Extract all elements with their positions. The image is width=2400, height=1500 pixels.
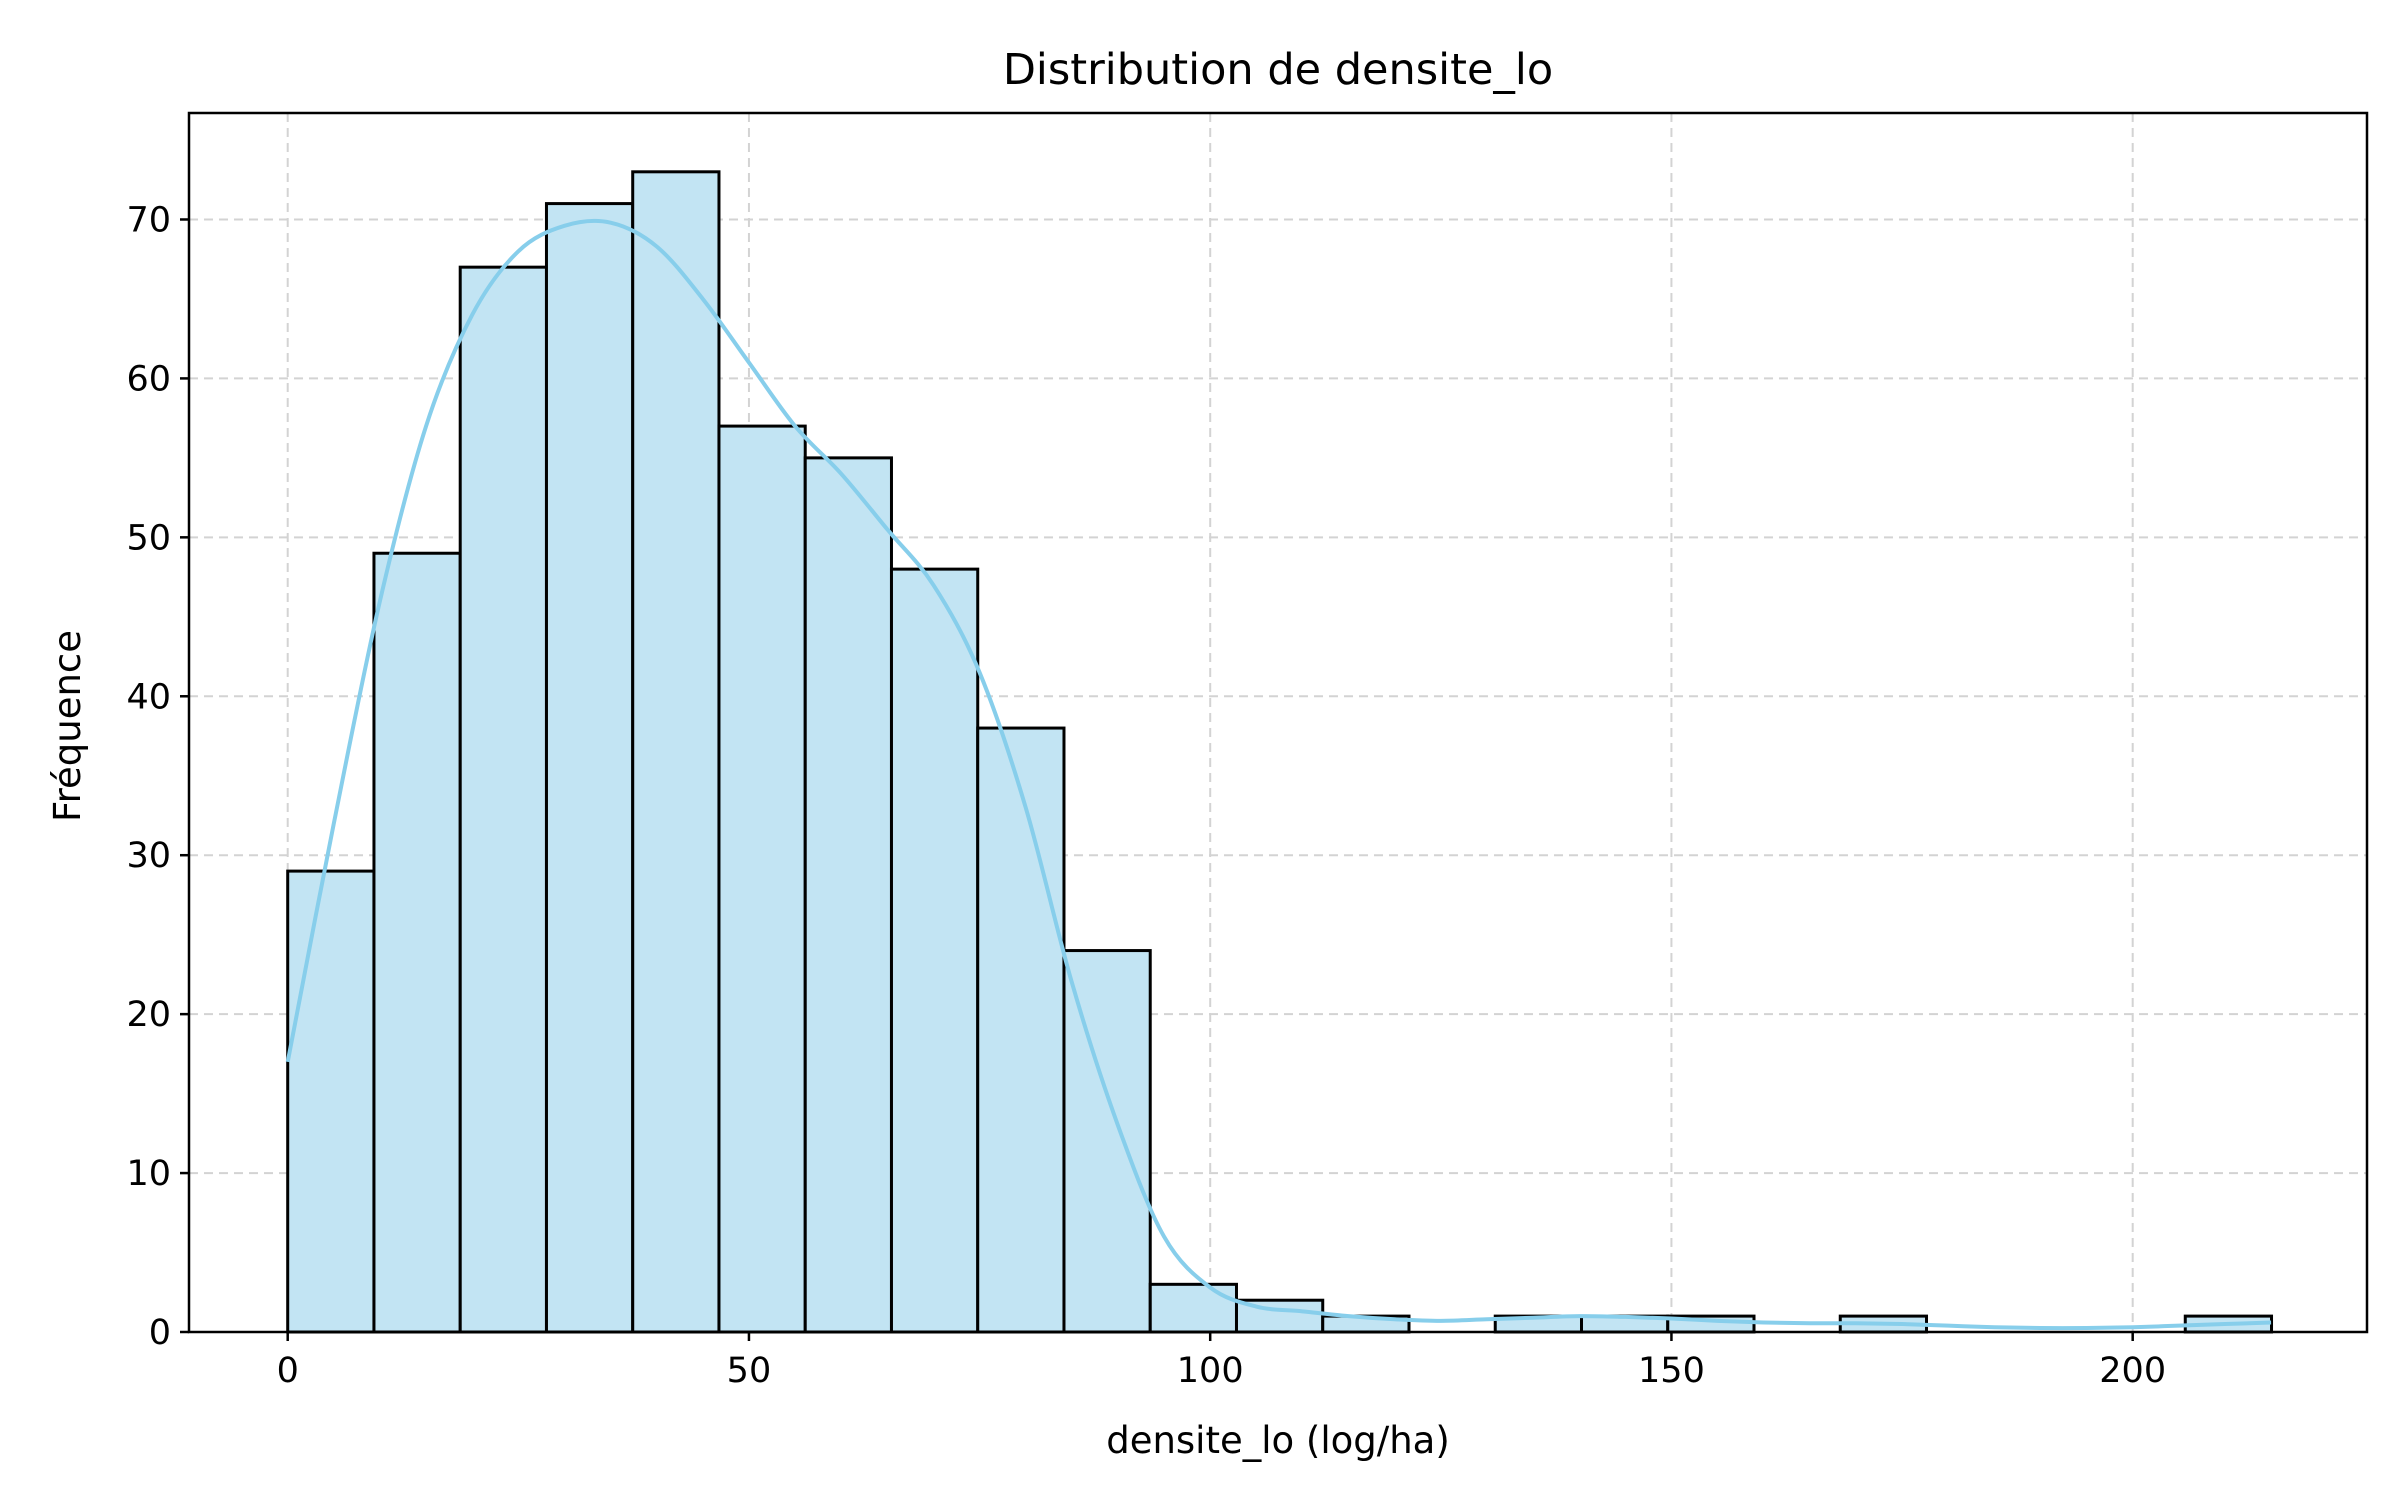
y-tick-label: 60 xyxy=(126,359,171,399)
histogram-bar xyxy=(717,424,807,1334)
y-tick-label: 40 xyxy=(126,677,171,717)
histogram-bar xyxy=(803,456,893,1334)
plot-frame xyxy=(187,111,2369,1334)
y-tick-label: 0 xyxy=(149,1313,171,1353)
kde-curve xyxy=(285,218,2272,1331)
chart-title: Distribution de densite_lo xyxy=(1003,45,1553,95)
y-tick-label: 30 xyxy=(126,836,171,876)
y-axis-label: Fréquence xyxy=(46,630,89,822)
x-axis-label: densite_lo (log/ha) xyxy=(1106,1419,1450,1462)
y-tick-label: 50 xyxy=(126,518,171,558)
histogram-bar xyxy=(544,202,635,1334)
histogram-bar xyxy=(631,170,721,1334)
histogram-bar xyxy=(976,726,1066,1334)
histogram-bar xyxy=(889,567,980,1334)
y-tick-label: 20 xyxy=(126,995,171,1035)
x-tick-label: 200 xyxy=(2099,1351,2166,1391)
histogram-bars xyxy=(286,170,2274,1334)
x-tick-label: 0 xyxy=(277,1351,299,1391)
histogram-bar xyxy=(458,265,548,1334)
x-tick-label: 150 xyxy=(1638,1351,1705,1391)
y-axis-ticks: 0 10 20 30 40 50 60 70 xyxy=(126,200,189,1353)
x-tick-label: 50 xyxy=(727,1351,772,1391)
x-axis-ticks: 0 50 100 150 200 xyxy=(277,1332,2166,1391)
x-tick-label: 100 xyxy=(1177,1351,1244,1391)
histogram-bar xyxy=(1148,1282,1238,1334)
histogram-bar xyxy=(1062,949,1152,1334)
histogram-bar xyxy=(372,551,462,1334)
y-tick-label: 10 xyxy=(126,1154,171,1194)
histogram-bar xyxy=(286,869,376,1334)
y-tick-label: 70 xyxy=(126,200,171,240)
